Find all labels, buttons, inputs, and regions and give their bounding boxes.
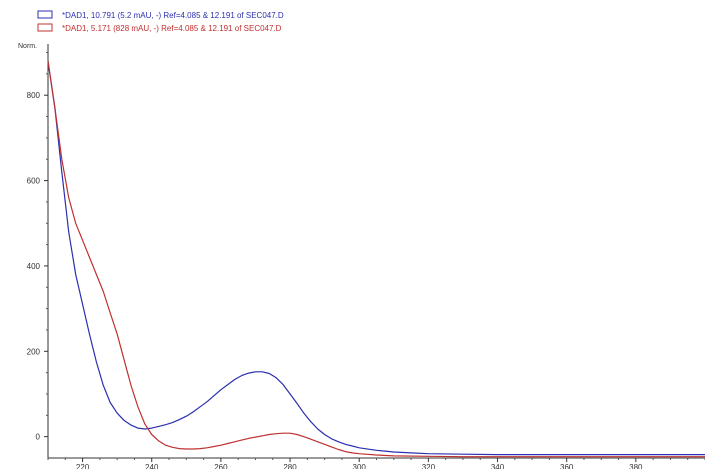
legend-swatch-series-1 bbox=[37, 10, 53, 19]
series-line-1 bbox=[47, 61, 705, 456]
x-tick-label-300: 300 bbox=[353, 463, 367, 469]
y-tick-label-600: 600 bbox=[27, 177, 41, 186]
x-axis-ticks: 220 240 260 280 300 320 340 360 380 bbox=[47, 458, 705, 469]
series-layer bbox=[47, 61, 705, 458]
x-tick-label-260: 260 bbox=[214, 463, 228, 469]
y-axis-ticks: 0 200 400 600 800 bbox=[27, 52, 48, 442]
y-tick-label-0: 0 bbox=[36, 433, 41, 442]
x-tick-label-280: 280 bbox=[283, 463, 297, 469]
legend: *DAD1, 10.791 (5.2 mAU, -) Ref=4.085 & 1… bbox=[37, 10, 284, 33]
x-tick-label-340: 340 bbox=[491, 463, 505, 469]
y-axis-title: Norm. bbox=[18, 43, 37, 50]
y-tick-label-400: 400 bbox=[27, 262, 41, 271]
legend-label-series-1: *DAD1, 10.791 (5.2 mAU, -) Ref=4.085 & 1… bbox=[62, 11, 284, 20]
series-line-2 bbox=[47, 61, 705, 458]
x-tick-label-320: 320 bbox=[422, 463, 436, 469]
y-tick-label-200: 200 bbox=[27, 347, 41, 356]
x-tick-label-360: 360 bbox=[560, 463, 574, 469]
x-tick-label-220: 220 bbox=[76, 463, 90, 469]
legend-swatch-series-2 bbox=[37, 23, 53, 32]
x-tick-label-380: 380 bbox=[629, 463, 643, 469]
y-tick-label-800: 800 bbox=[27, 91, 41, 100]
legend-label-series-2: *DAD1, 5.171 (828 mAU, -) Ref=4.085 & 12… bbox=[62, 24, 282, 33]
x-tick-label-240: 240 bbox=[145, 463, 159, 469]
